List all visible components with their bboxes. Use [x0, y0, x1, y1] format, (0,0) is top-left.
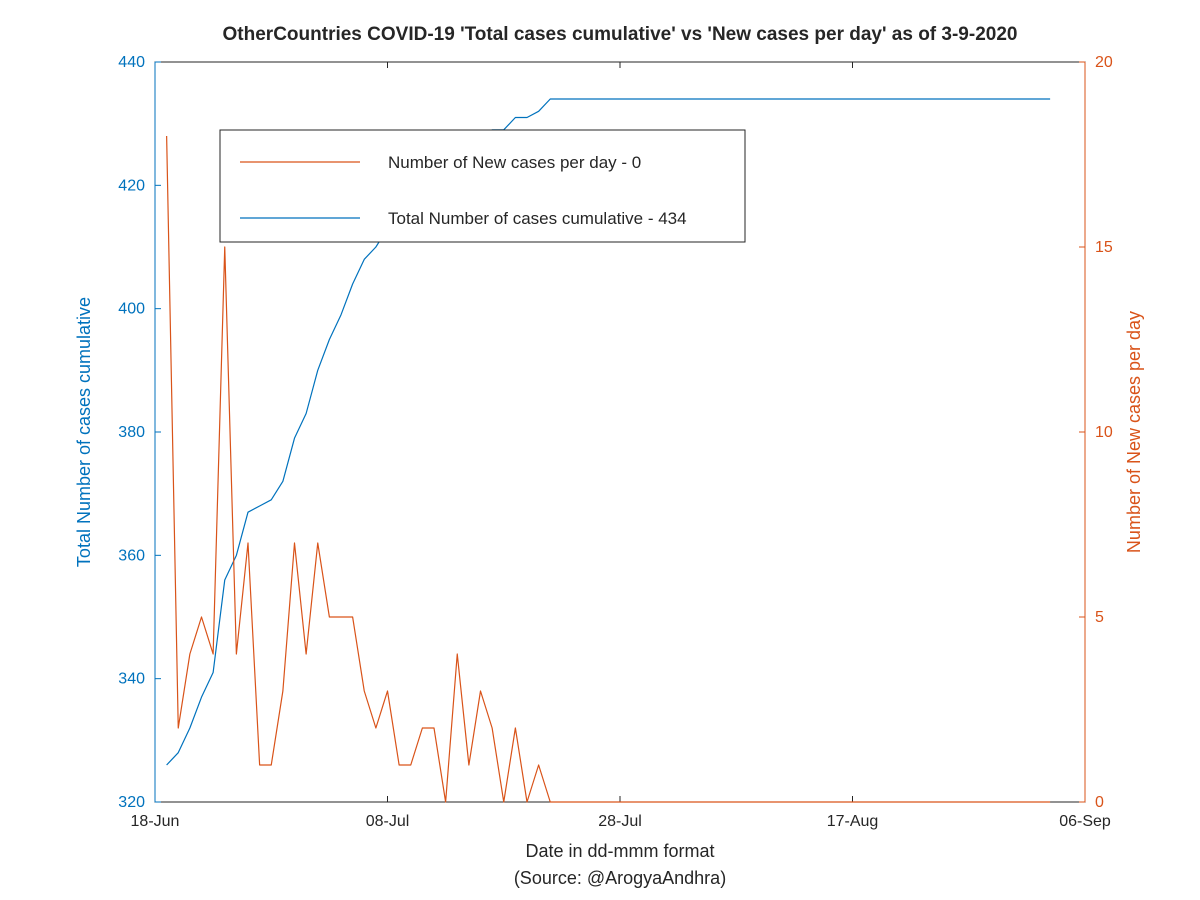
yleft-axis-label: Total Number of cases cumulative: [74, 297, 94, 567]
yleft-tick-label: 340: [118, 671, 145, 688]
yleft-tick-label: 380: [118, 424, 145, 441]
yleft-tick-label: 440: [118, 54, 145, 71]
chart-container: 18-Jun 08-Jul 28-Jul 17-Aug 06-Sep 320 340 360 3…: [0, 0, 1200, 900]
x-tick-label: 18-Jun: [131, 813, 180, 830]
yright-tick-label: 15: [1095, 239, 1113, 256]
x-tick-label: 06-Sep: [1059, 813, 1111, 830]
legend-label: Total Number of cases cumulative - 434: [388, 209, 687, 228]
yleft-tick-label: 320: [118, 794, 145, 811]
legend-label: Number of New cases per day - 0: [388, 153, 641, 172]
yright-tick-label: 10: [1095, 424, 1113, 441]
yleft-tick-label: 400: [118, 301, 145, 318]
chart-title: OtherCountries COVID-19 'Total cases cum…: [223, 24, 1018, 45]
yleft-tick-label: 360: [118, 547, 145, 564]
yleft-tick-label: 420: [118, 177, 145, 194]
yright-tick-label: 20: [1095, 54, 1113, 71]
chart-svg: 18-Jun 08-Jul 28-Jul 17-Aug 06-Sep 320 340 360 3…: [0, 0, 1200, 900]
x-tick-label: 28-Jul: [598, 813, 642, 830]
x-tick-label: 08-Jul: [366, 813, 410, 830]
x-axis-sublabel: (Source: @ArogyaAndhra): [514, 868, 726, 888]
x-axis-label: Date in dd-mmm format: [525, 841, 714, 861]
x-tick-label: 17-Aug: [827, 813, 879, 830]
yright-axis-label: Number of New cases per day: [1124, 311, 1144, 553]
yright-tick-label: 0: [1095, 794, 1104, 811]
yright-tick-label: 5: [1095, 609, 1104, 626]
